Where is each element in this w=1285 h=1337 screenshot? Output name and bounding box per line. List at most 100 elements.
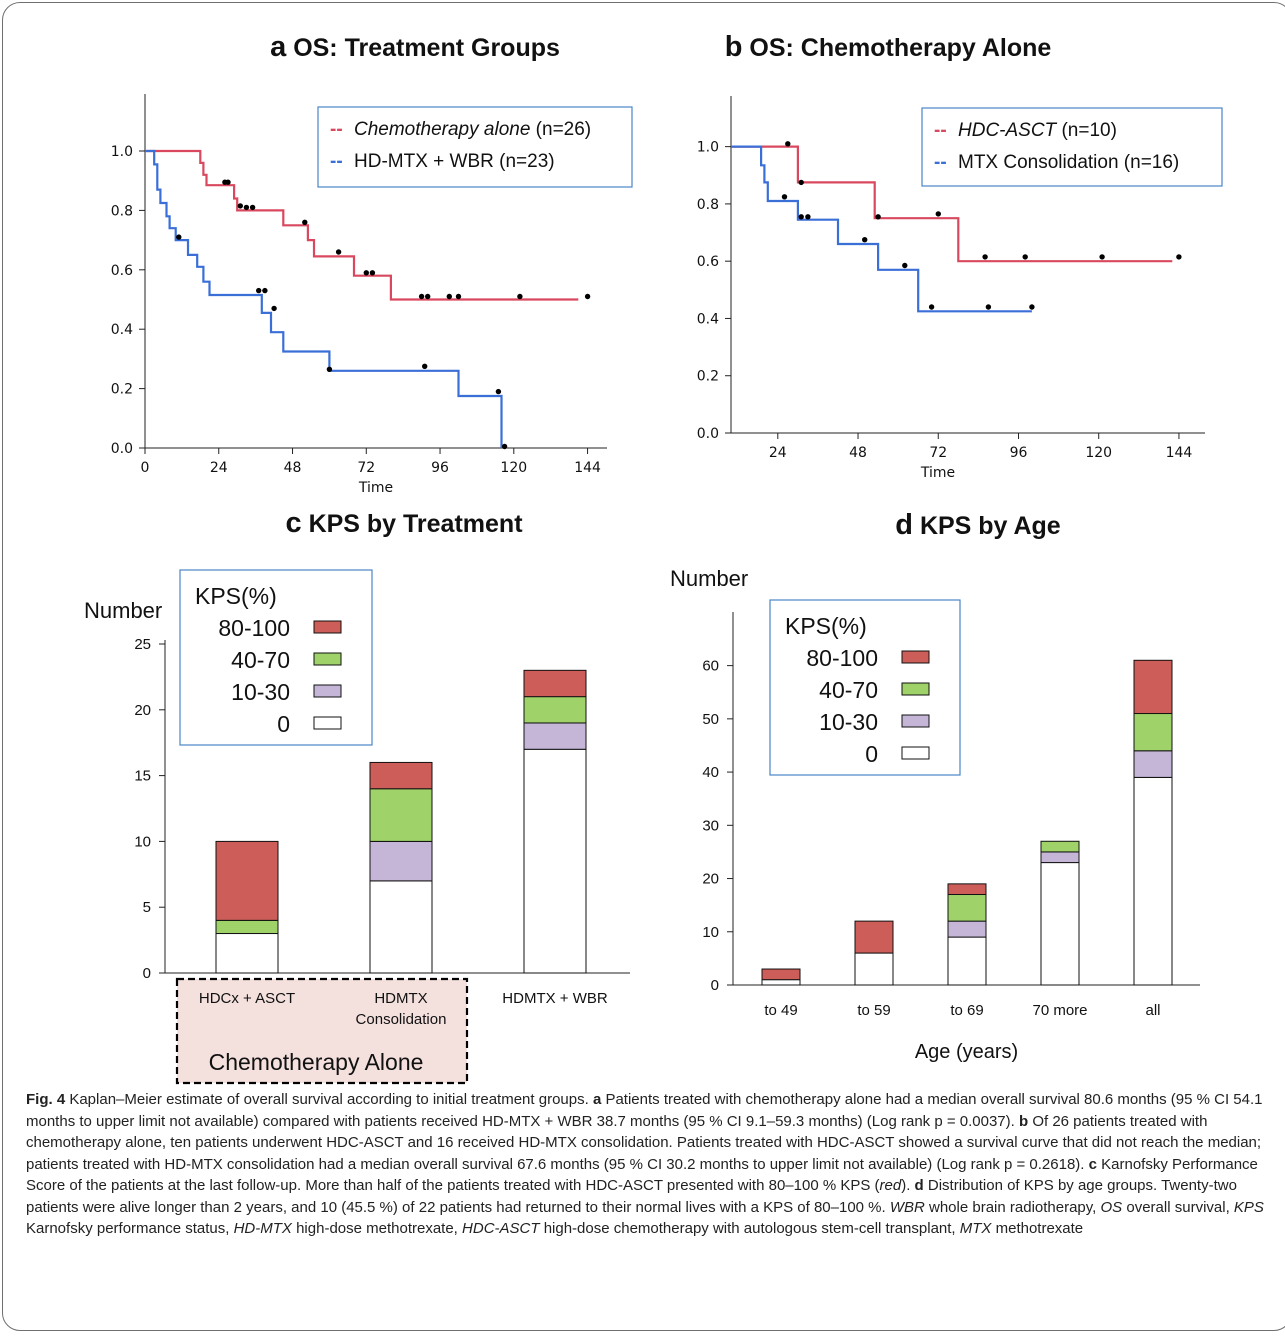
legend-label: MTX Consolidation (n=16) (958, 152, 1179, 173)
bar-segment-kps-0 (854, 952, 894, 986)
bar-segment-kps-0 (1040, 862, 1080, 986)
legend-label: 10-30 (819, 709, 878, 735)
censor-mark (335, 249, 342, 255)
censor-mark (781, 194, 788, 200)
censor-mark (446, 293, 452, 300)
censor-mark (1099, 254, 1105, 260)
category-label: to 69 (950, 1002, 983, 1019)
survival-curve-chemotherapy-alone (145, 149, 579, 301)
caption-text: KPS (1233, 1198, 1264, 1216)
km-plot-treatment-groups: 0 24 48 72 96 120 144 0.0 0.2 0.4 0.6 0.8 1.0 Time -- C… (111, 94, 633, 496)
y-tick-label: 40 (702, 764, 719, 781)
bar-segment-kps-0 (369, 880, 433, 974)
caption-text: methotrexate (991, 1220, 1084, 1237)
caption-text: overall survival, (1122, 1198, 1234, 1216)
x-tick-label: 48 (284, 460, 302, 476)
legend-label: HD-MTX + WBR (n=23) (354, 151, 555, 172)
category-label: all (1145, 1002, 1160, 1019)
censor-mark (1029, 304, 1035, 310)
legend-entry: Chemotherapy alone (n=26) (354, 119, 591, 140)
legend-box (317, 106, 633, 188)
censor-mark (455, 293, 462, 300)
censor-mark (935, 211, 941, 217)
panel-d-title: d KPS by Age (895, 509, 1061, 541)
censor-mark (862, 237, 868, 243)
legend-label: 0 (865, 741, 878, 767)
y-tick-label: 0.0 (111, 441, 133, 457)
x-tick-label: 72 (357, 460, 375, 476)
y-axis-label: Number (84, 598, 162, 623)
censor-mark (422, 363, 428, 369)
caption-text: Distribution of KPS by age groups. Twent… (26, 1177, 1237, 1216)
caption-text: Of 26 patients treated with chemotherapy… (26, 1112, 1262, 1173)
x-tick-label: 144 (574, 460, 601, 476)
bar-segment-kps-10-30 (523, 722, 587, 750)
bar-segment-kps-0 (523, 748, 587, 974)
censor-mark (798, 214, 804, 220)
censor-mark (805, 214, 811, 220)
chemotherapy-alone-group-box (175, 977, 469, 1085)
bar-segment-kps-40-70 (1040, 840, 1080, 853)
caption-text: Patients treated with chemotherapy alone… (26, 1091, 1263, 1130)
censor-mark (363, 270, 369, 276)
y-tick-label: 0.2 (111, 382, 133, 398)
bar-segment-kps-40-70 (523, 696, 587, 724)
x-axis-label: Age (years) (915, 1041, 1018, 1063)
y-tick-label: 0 (143, 965, 151, 982)
legend-swatch: -- (934, 152, 947, 173)
y-tick-label: 10 (134, 833, 151, 850)
y-tick-label: 20 (134, 702, 151, 719)
bar-segment-kps-80-100 (215, 840, 279, 921)
bar-segment-kps-0 (215, 933, 279, 974)
y-tick-label: 5 (143, 899, 151, 916)
caption-text: Kaplan–Meier estimate of overall surviva… (65, 1091, 593, 1108)
legend-entry: MTX Consolidation (n=16) (958, 152, 1179, 173)
figure-canvas: a OS: Treatment Groups b OS: Chemotherap… (84, 31, 1223, 1085)
caption-text: high-dose chemotherapy with autologous s… (539, 1220, 960, 1237)
bar-segment-kps-10-30 (1133, 750, 1173, 778)
y-tick-label: 25 (134, 636, 151, 653)
figure-label: Fig. 4 (26, 1091, 66, 1108)
censor-mark (902, 262, 908, 269)
censor-mark (225, 179, 231, 185)
censor-mark (1022, 254, 1028, 260)
legend-swatch-kps-80-100 (901, 650, 930, 664)
censor-mark (928, 304, 935, 310)
y-tick-label: 0.4 (111, 322, 133, 338)
legend-swatch-kps-40-70 (313, 652, 342, 666)
y-tick-label: 0.8 (111, 203, 133, 219)
legend-box (921, 107, 1223, 187)
censor-mark (176, 234, 182, 240)
bar-segment-kps-80-100 (369, 761, 433, 790)
y-tick-label: 0.0 (697, 426, 719, 442)
censor-mark (249, 204, 256, 211)
survival-curve-hdc-asct (731, 145, 1173, 263)
bar-segment-kps-40-70 (1133, 713, 1173, 752)
legend-swatch-kps-40-70 (901, 682, 930, 696)
caption-text: d (914, 1177, 924, 1194)
caption-text: HDC-ASCT (462, 1220, 540, 1237)
y-tick-label: 1.0 (697, 140, 719, 156)
censor-mark (1176, 254, 1182, 260)
censor-mark (271, 305, 277, 312)
x-tick-label: 96 (431, 460, 449, 476)
caption-text: Karnofsky Performance Score of the patie… (26, 1155, 1258, 1195)
bar-segment-kps-10-30 (369, 840, 433, 882)
caption-text: b (1018, 1112, 1029, 1130)
legend-swatch-kps-10-30 (901, 714, 930, 728)
censor-mark (785, 141, 791, 147)
legend-label: 40-70 (819, 677, 878, 703)
y-tick-label: 30 (702, 817, 719, 834)
x-tick-label: 96 (1010, 445, 1028, 461)
x-axis-label: Time (920, 465, 955, 481)
category-label: HDMTX Consolidation (356, 990, 447, 1028)
legend-swatch: -- (330, 119, 343, 140)
caption-text: red (879, 1177, 902, 1194)
censor-mark (425, 293, 431, 300)
legend-swatch: -- (934, 120, 947, 141)
caption-text: c (1088, 1155, 1097, 1173)
group-label: Chemotherapy Alone (209, 1049, 424, 1075)
legend-suffix: (n=26) (530, 119, 591, 140)
censor-mark (326, 366, 333, 372)
survival-curve-mtx-consolidation (731, 145, 1032, 313)
